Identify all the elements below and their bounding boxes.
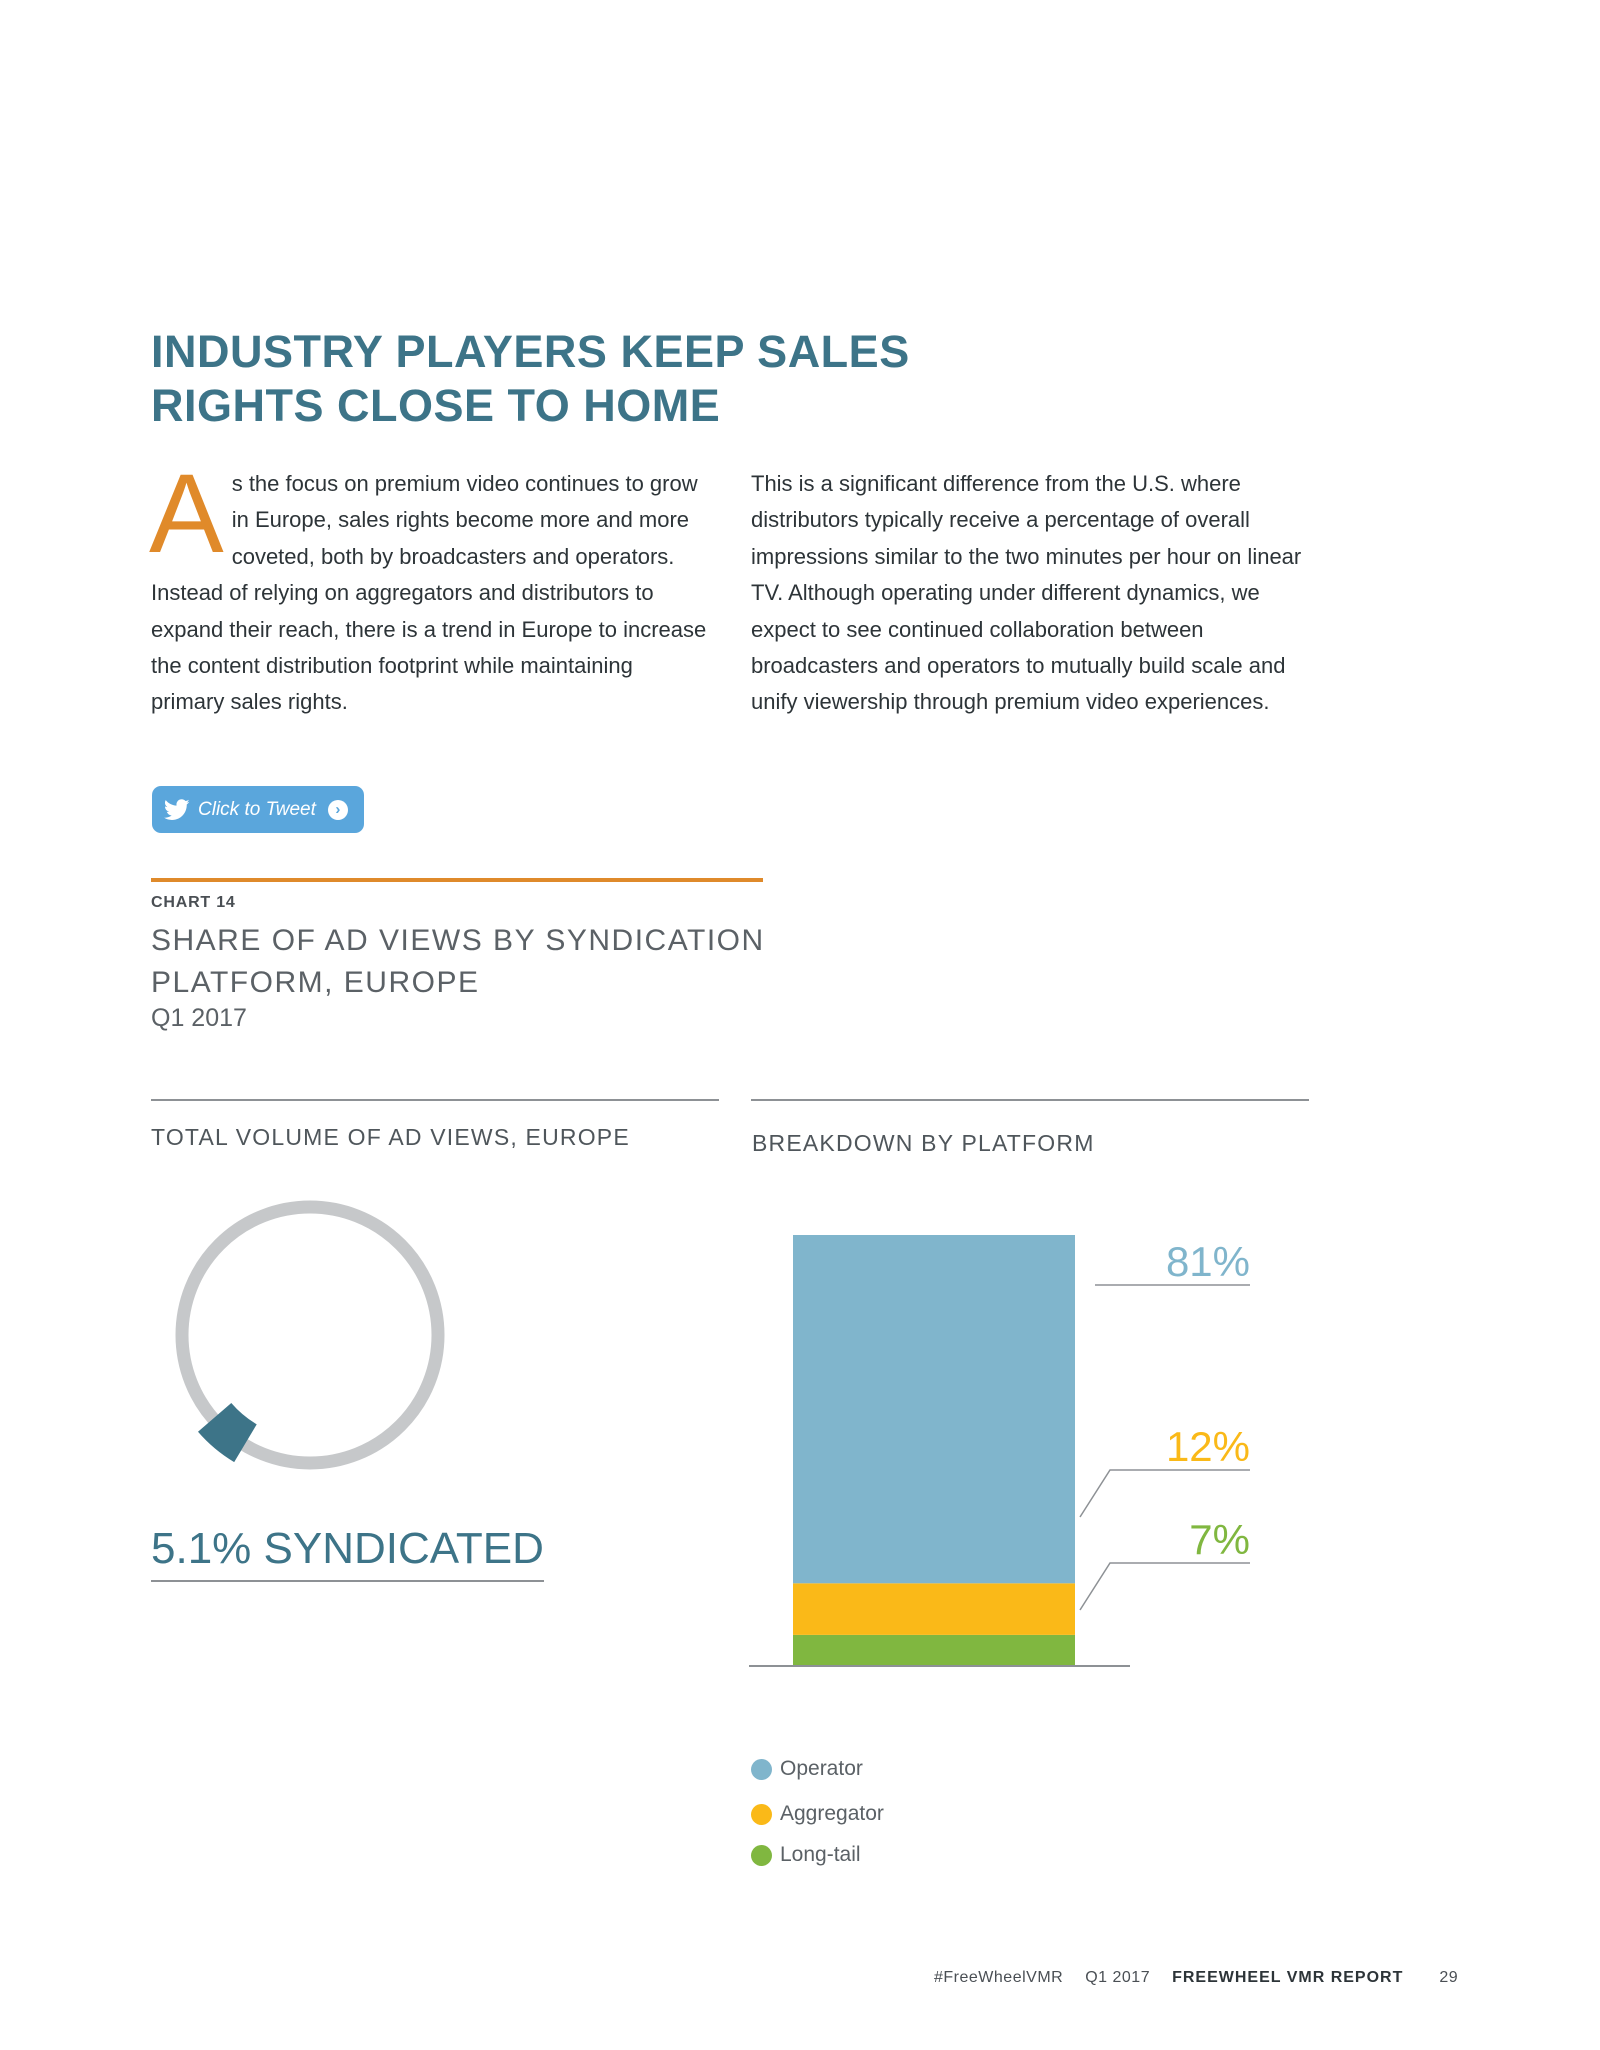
legend-item-aggregator: Aggregator: [751, 1802, 884, 1826]
bar-segment-long-tail: [793, 1634, 1075, 1665]
chart-period: Q1 2017: [151, 1004, 247, 1032]
legend-item-long-tail: Long-tail: [751, 1843, 861, 1867]
callout-line-long-tail: [1079, 1562, 1250, 1611]
chevron-right-icon: ›: [327, 799, 348, 820]
bar-chart-heading: BREAKDOWN BY PLATFORM: [752, 1130, 1095, 1156]
body-text-left: s the focus on premium video continues t…: [151, 471, 707, 715]
body-column-right: This is a significant difference from th…: [751, 471, 1302, 715]
callout-line-aggregator: [1079, 1469, 1250, 1518]
legend-label-aggregator: Aggregator: [780, 1802, 884, 1825]
page-headline: INDUSTRY PLAYERS KEEP SALES RIGHTS CLOSE…: [151, 325, 1151, 433]
headline-line-1: INDUSTRY PLAYERS KEEP SALES: [151, 326, 910, 377]
bar-segment-aggregator: [793, 1583, 1075, 1635]
syndicated-underline: [151, 1580, 544, 1582]
footer-report-name: FREEWHEEL VMR REPORT: [1172, 1969, 1404, 1986]
donut-track: [175, 1200, 445, 1470]
stacked-bar-chart: 81% 12% 7%: [749, 1235, 1250, 1667]
footer-hashtag: #FreeWheelVMR: [934, 1969, 1064, 1986]
donut-chart: [175, 1200, 445, 1470]
legend-label-operator: Operator: [780, 1757, 863, 1780]
footer-period: Q1 2017: [1085, 1969, 1151, 1986]
tweet-label: Click to Tweet: [198, 798, 316, 820]
syndicated-annotation: 5.1% SYNDICATED: [151, 1524, 544, 1573]
legend-dot-long-tail: [751, 1844, 772, 1866]
chart-title: SHARE OF AD VIEWS BY SYNDICATION PLATFOR…: [151, 924, 765, 999]
legend-dot-aggregator: [751, 1803, 772, 1825]
drop-cap: A: [149, 451, 224, 576]
data-label-long-tail: 7%: [1189, 1516, 1250, 1563]
legend-label-long-tail: Long-tail: [780, 1843, 861, 1866]
page-footer: #FreeWheelVMR Q1 2017 FREEWHEEL VMR REPO…: [934, 1969, 1458, 1987]
click-to-tweet-button[interactable]: Click to Tweet ›: [152, 786, 364, 833]
bar-segment-operator: [793, 1235, 1075, 1584]
panel-divider-left: [151, 1099, 719, 1101]
section-divider: [151, 878, 763, 882]
data-label-aggregator: 12%: [1166, 1423, 1250, 1470]
headline-line-2: RIGHTS CLOSE TO HOME: [151, 380, 721, 431]
data-label-operator: 81%: [1166, 1238, 1250, 1285]
panel-divider-right: [751, 1099, 1309, 1101]
donut-chart-heading: TOTAL VOLUME OF AD VIEWS, EUROPE: [151, 1124, 630, 1150]
twitter-bird-icon: [164, 798, 190, 820]
legend-dot-operator: [751, 1758, 772, 1780]
page-number: 29: [1439, 1969, 1459, 1986]
chart-number: CHART 14: [151, 894, 236, 911]
legend-item-operator: Operator: [751, 1757, 863, 1781]
donut-slice-syndicated: [197, 1402, 257, 1463]
